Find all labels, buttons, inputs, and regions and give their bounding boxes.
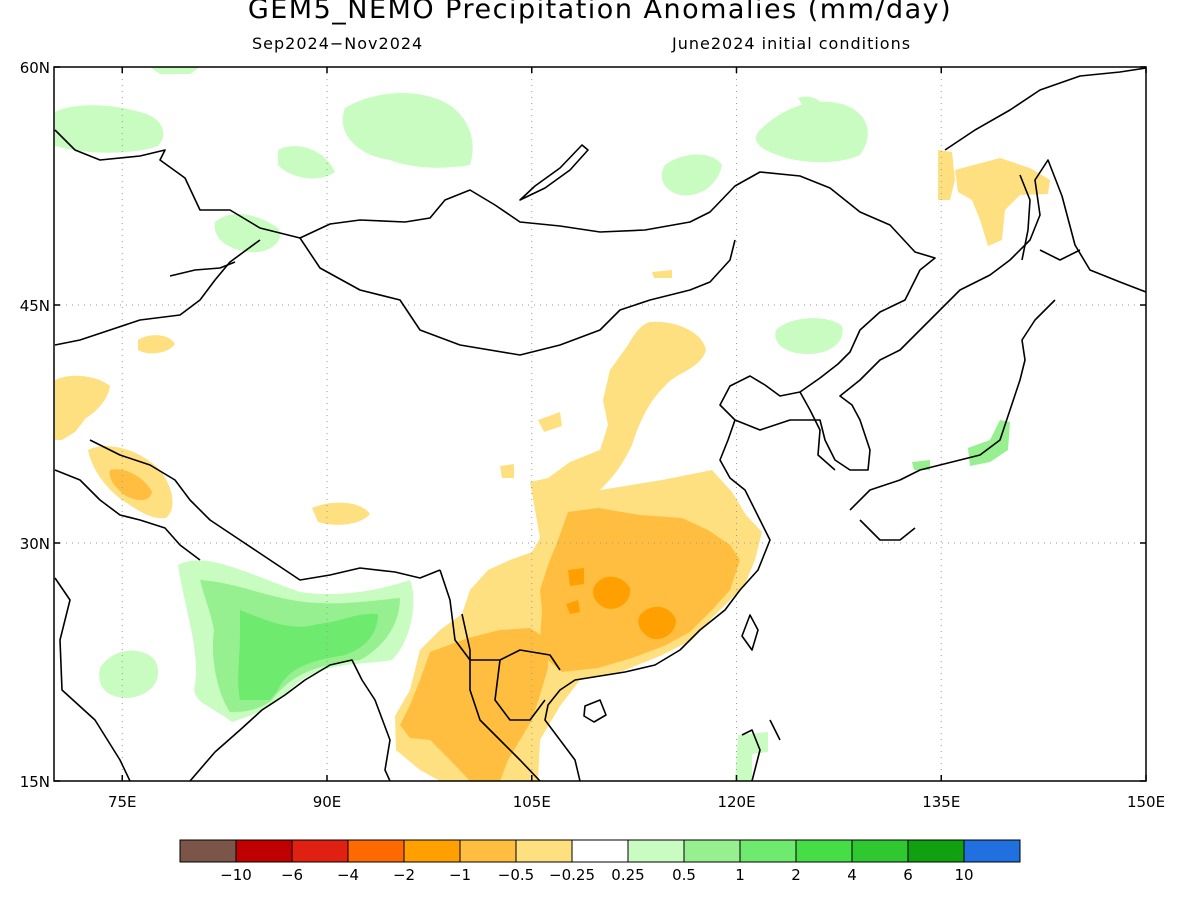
- colorbar-label: 1: [735, 866, 745, 884]
- map-title: GEM5_NEMO Precipitation Anomalies (mm/da…: [247, 0, 953, 25]
- anomaly-patch-manchuria: [775, 318, 843, 354]
- colorbar-swatch: [851, 839, 909, 863]
- coastlines: [54, 67, 1146, 781]
- init-conditions-subtitle: June2024 initial conditions: [672, 34, 912, 53]
- anomaly-patch-guangdong: [638, 606, 676, 640]
- anomaly-patch-central-siberia: [342, 93, 473, 168]
- anomaly-patch-west-siberia: [55, 105, 164, 153]
- border-himalaya: [89, 439, 441, 581]
- colorbar-label: 4: [847, 866, 857, 884]
- island-hainan: [583, 699, 607, 723]
- coastline-india: [54, 577, 391, 781]
- coastline-japan: [849, 249, 1081, 541]
- colorbar-swatch: [459, 839, 517, 863]
- anomaly-patch-north-top: [150, 67, 200, 74]
- anomaly-patch-bengal: [238, 610, 378, 700]
- colorbar-swatch: [347, 839, 405, 863]
- lat-tick-label: 15N: [20, 773, 50, 791]
- colorbar-label: −0.25: [549, 866, 595, 884]
- anomaly-patch-japan: [968, 420, 1010, 466]
- colorbar: −10 −6 −4 −2 −1 −0.5 −0.25 0.25 0.5 1 2 4 6 10: [179, 839, 1021, 884]
- anomaly-patch-china-yellow-small: [538, 412, 562, 432]
- colorbar-label: −1: [449, 866, 471, 884]
- lon-tick-label: 150E: [1127, 793, 1165, 811]
- colorbar-label: −6: [281, 866, 303, 884]
- lake-baikal: [519, 144, 589, 201]
- anomaly-patch-japan-small: [912, 460, 930, 470]
- coastline-north-asia: [54, 129, 1146, 471]
- lon-tick-label: 135E: [922, 793, 960, 811]
- colorbar-label: −4: [337, 866, 359, 884]
- colorbar-label: 6: [903, 866, 913, 884]
- anomaly-patch-east-siberia: [755, 101, 868, 163]
- colorbar-swatch: [683, 839, 741, 863]
- anomaly-patch-sichuan: [568, 568, 584, 586]
- colorbar-swatch: [571, 839, 629, 863]
- lon-tick-label: 90E: [313, 793, 342, 811]
- colorbar-label: 10: [954, 866, 973, 884]
- border-india-pakistan: [54, 469, 201, 561]
- coastline-kamchatka: [944, 67, 1146, 151]
- anomaly-patch-kamchatka-west: [938, 150, 955, 200]
- anomaly-patch-mongolia: [652, 270, 672, 278]
- axes: 75E 90E 105E 120E 135E 150E 60N 45N 30N 15N: [20, 59, 1165, 811]
- lon-tick-label: 120E: [717, 793, 755, 811]
- colorbar-swatch: [907, 839, 965, 863]
- lake-balkhash: [169, 261, 236, 277]
- plot-frame: [53, 66, 1147, 782]
- border-mongolia: [299, 237, 736, 356]
- colorbar-label: −0.5: [498, 866, 534, 884]
- border-china-indochina: [439, 569, 561, 671]
- colorbar-label: 0.25: [611, 866, 644, 884]
- anomaly-patch-hunan: [593, 576, 631, 609]
- anomaly-patch-tibet: [312, 502, 370, 525]
- colorbar-swatch: [235, 839, 293, 863]
- anomaly-patch-tibet-dot: [500, 464, 514, 478]
- anomaly-patch-taiwan-philippines: [735, 732, 768, 781]
- border-indochina: [461, 613, 546, 781]
- colorbar-label: −10: [220, 866, 252, 884]
- lon-tick-label: 75E: [108, 793, 137, 811]
- anomaly-patch-kashmir: [55, 375, 110, 440]
- colorbar-swatch: [739, 839, 797, 863]
- colorbar-label: 0.5: [672, 866, 696, 884]
- gridlines: [54, 67, 1146, 781]
- anomaly-patch-south-china: [540, 508, 740, 672]
- anomaly-shading: [55, 67, 1050, 781]
- anomaly-patch-siberia-small: [278, 146, 335, 179]
- colorbar-swatch: [627, 839, 685, 863]
- colorbar-swatch: [179, 839, 237, 863]
- border-central-asia: [54, 239, 261, 346]
- lat-tick-label: 30N: [20, 535, 50, 553]
- anomaly-patch-east-siberia-2: [798, 96, 825, 114]
- colorbar-swatch: [515, 839, 573, 863]
- anomaly-patch-sakhalin: [955, 158, 1050, 246]
- coastline-china: [544, 419, 771, 781]
- anomaly-patch-india-west: [99, 650, 159, 698]
- island-philippines: [741, 719, 781, 781]
- colorbar-swatch: [291, 839, 349, 863]
- colorbar-label: 2: [791, 866, 801, 884]
- season-subtitle: Sep2024−Nov2024: [252, 34, 424, 53]
- lat-tick-label: 60N: [20, 59, 50, 77]
- lat-tick-label: 45N: [20, 297, 50, 315]
- anomaly-patch-guangxi: [566, 600, 580, 614]
- anomaly-patch-lake-baikal: [661, 154, 722, 196]
- colorbar-swatch: [403, 839, 461, 863]
- colorbar-swatch: [963, 839, 1021, 863]
- korea-peninsula: [799, 391, 836, 471]
- island-taiwan: [741, 614, 759, 651]
- anomaly-patch-pakistan-orange: [109, 469, 152, 501]
- lon-tick-label: 105E: [513, 793, 551, 811]
- colorbar-swatch: [795, 839, 853, 863]
- island-sakhalin: [1019, 174, 1031, 261]
- anomaly-patch-kazakhstan: [214, 214, 281, 253]
- anomaly-patch-aral: [138, 335, 175, 354]
- colorbar-label: −2: [393, 866, 415, 884]
